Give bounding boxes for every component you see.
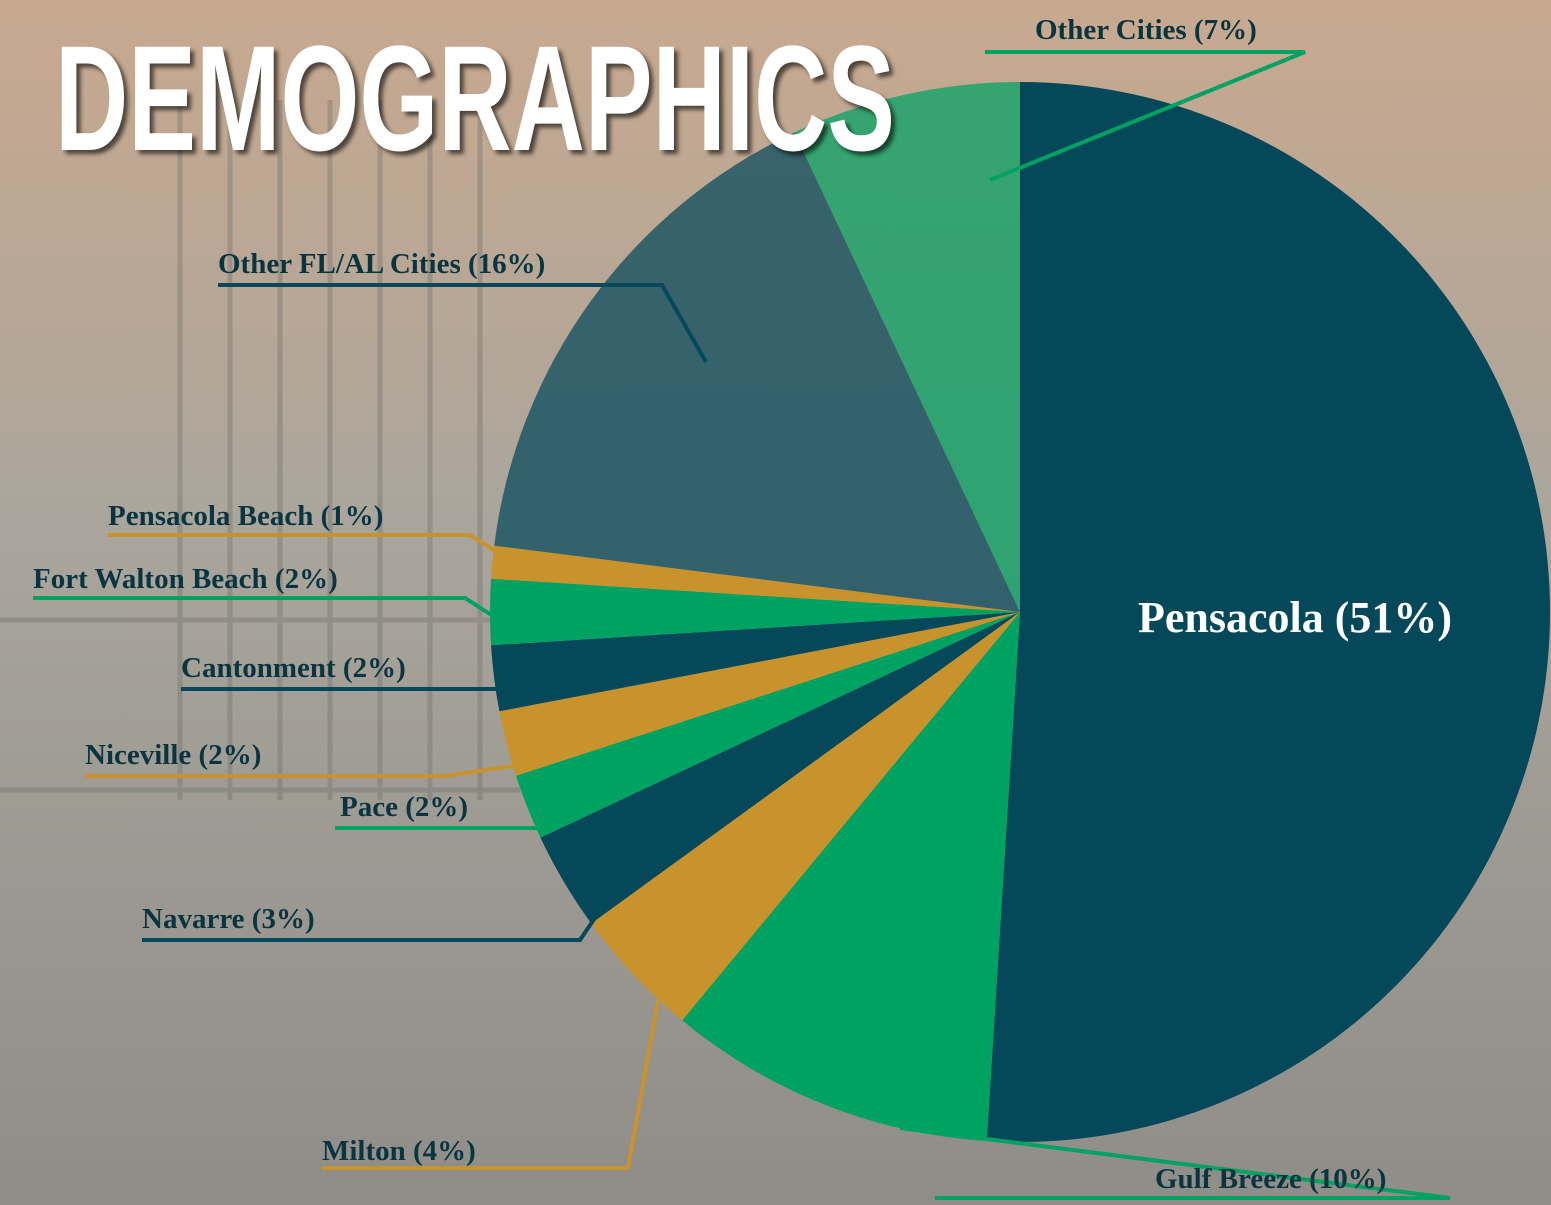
slice-label: Pace (2%) xyxy=(340,791,468,823)
slice-label: Niceville (2%) xyxy=(85,739,261,771)
slice-label: Navarre (3%) xyxy=(142,903,315,935)
chart-title: DEMOGRAPHICS xyxy=(55,14,895,182)
slice-label: Pensacola Beach (1%) xyxy=(108,500,383,532)
page: Pensacola (51%) Gulf Breeze (10%) Milton (… xyxy=(0,0,1551,1205)
slice-label: Cantonment (2%) xyxy=(181,652,406,684)
slice-label: Fort Walton Beach (2%) xyxy=(33,563,338,595)
slice-label: Milton (4%) xyxy=(322,1135,476,1167)
slice-label: Other Cities (7%) xyxy=(1035,14,1257,46)
chart: Pensacola (51%) Gulf Breeze (10%) Milton (… xyxy=(0,0,1551,1205)
slice-label: Pensacola (51%) xyxy=(1138,593,1452,642)
slice-label: Other FL/AL Cities (16%) xyxy=(218,248,545,280)
slice-label: Gulf Breeze (10%) xyxy=(1155,1163,1386,1195)
